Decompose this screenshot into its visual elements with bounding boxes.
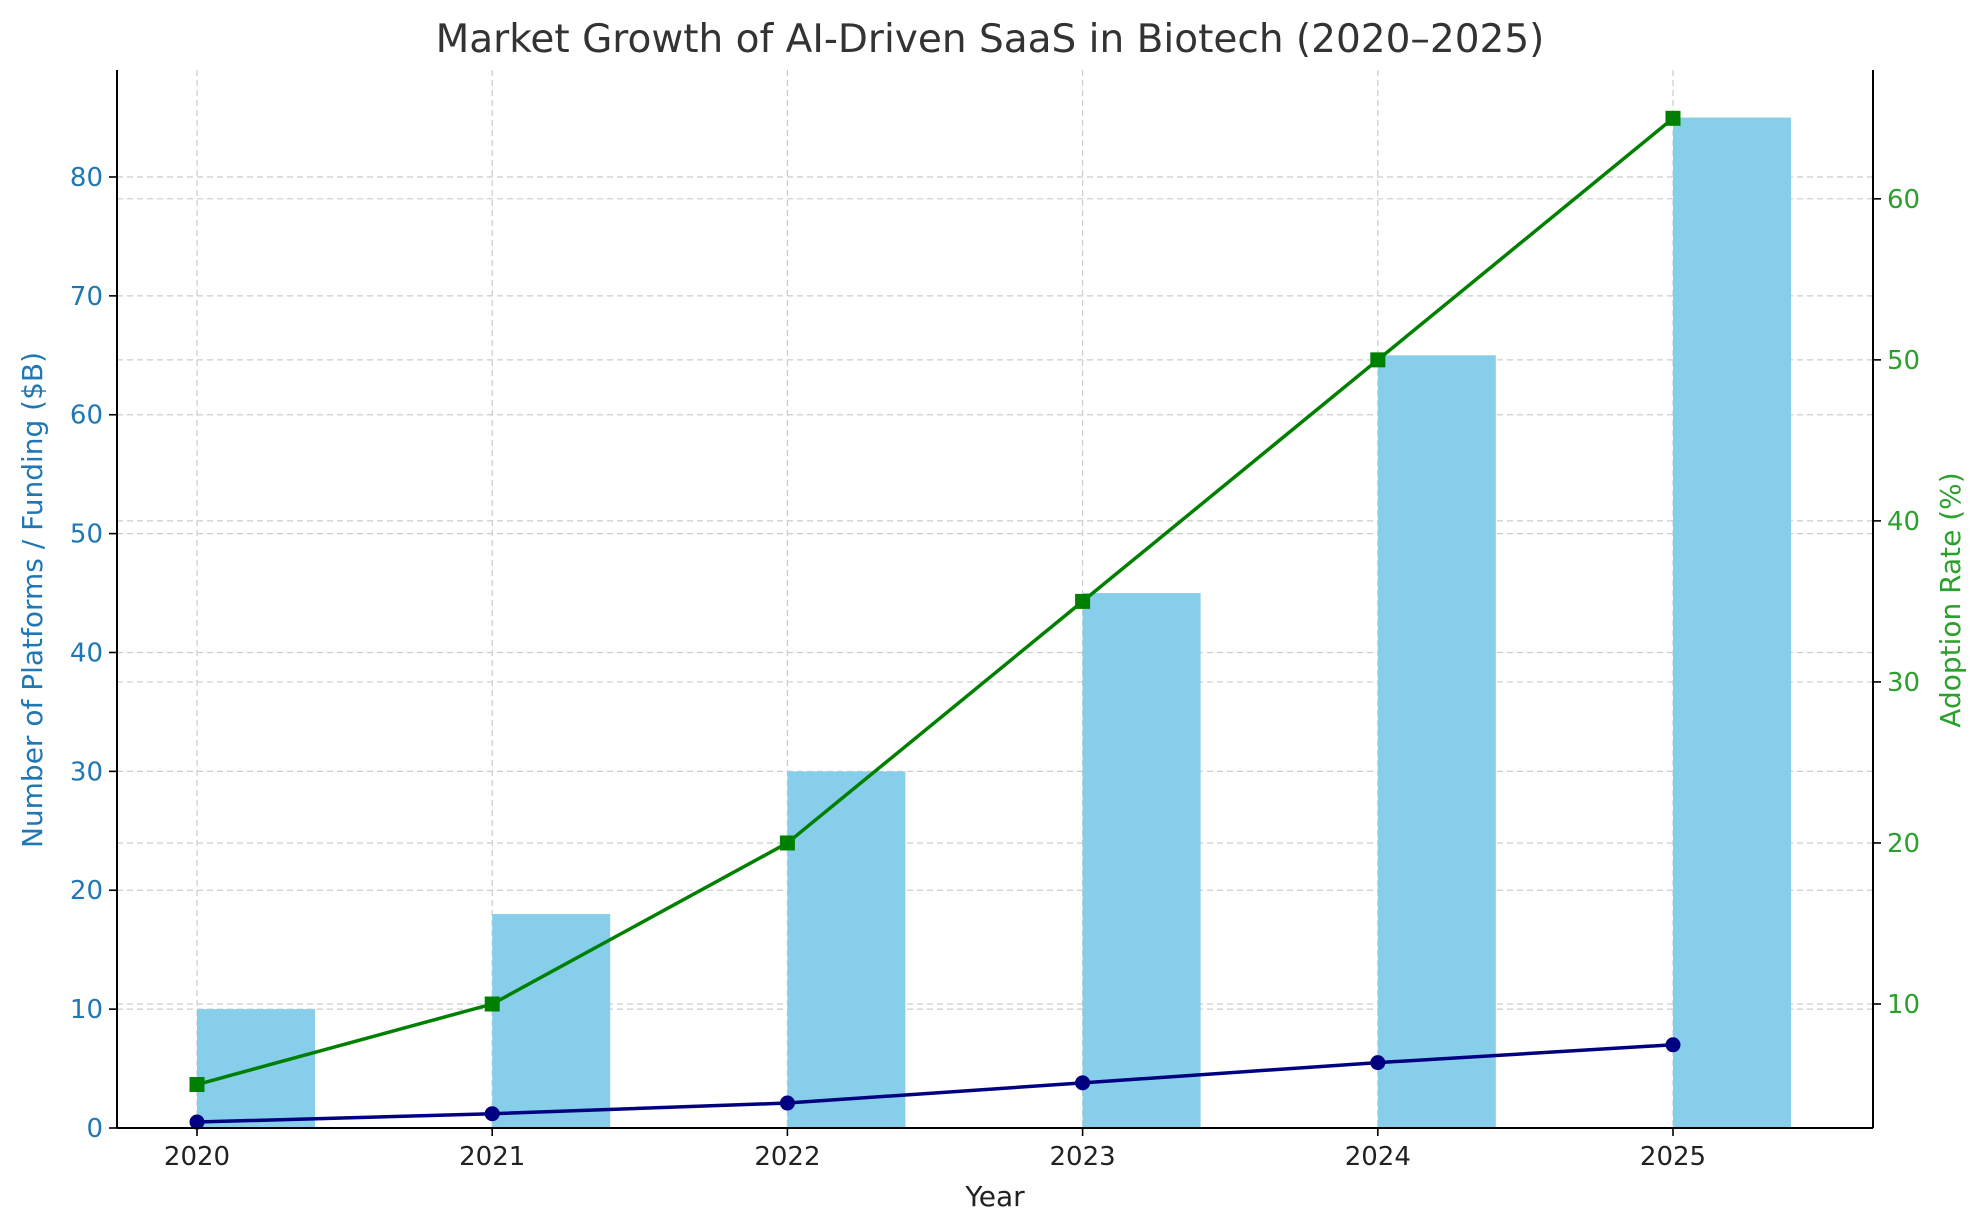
bar-layer bbox=[197, 117, 1791, 1129]
y-axis-label-left: Number of Platforms / Funding ($B) bbox=[16, 352, 49, 848]
series-line-adoption bbox=[196, 116, 1675, 1087]
marker-circle-2020 bbox=[189, 1114, 205, 1130]
marker-square-2020 bbox=[189, 1077, 205, 1093]
tick-label-right: 10 bbox=[1887, 990, 1920, 1020]
tick-label-right: 20 bbox=[1887, 829, 1920, 859]
tick-label-left: 0 bbox=[86, 1114, 103, 1144]
bar-2021 bbox=[492, 914, 611, 1128]
marker-square-2022 bbox=[779, 835, 795, 851]
bar-2022 bbox=[787, 771, 906, 1128]
marker-circle-2025 bbox=[1665, 1037, 1681, 1053]
line-layer bbox=[189, 110, 1681, 1130]
tick-label-x: 2023 bbox=[1050, 1142, 1116, 1172]
bar-2024 bbox=[1377, 355, 1496, 1129]
chart-title: Market Growth of AI-Driven SaaS in Biote… bbox=[436, 17, 1545, 62]
marker-square-2024 bbox=[1370, 352, 1386, 368]
tick-label-x: 2022 bbox=[754, 1142, 820, 1172]
marker-square-2025 bbox=[1665, 110, 1681, 126]
marker-square-2021 bbox=[484, 996, 500, 1012]
bar-2023 bbox=[1082, 593, 1201, 1128]
series-line-left-0 bbox=[196, 1043, 1674, 1124]
tick-label-right: 50 bbox=[1887, 346, 1920, 376]
tick-label-left: 40 bbox=[70, 638, 103, 668]
marker-square-2023 bbox=[1075, 593, 1091, 609]
tick-label-left: 20 bbox=[70, 876, 103, 906]
tick-label-left: 10 bbox=[70, 995, 103, 1025]
marker-circle-2023 bbox=[1075, 1075, 1091, 1091]
tick-label-left: 80 bbox=[70, 163, 103, 193]
tick-label-x: 2020 bbox=[164, 1142, 230, 1172]
tick-label-right: 60 bbox=[1887, 185, 1920, 215]
y-axis-label-right: Adoption Rate (%) bbox=[1934, 472, 1967, 727]
tick-label-left: 70 bbox=[70, 282, 103, 312]
marker-circle-2021 bbox=[484, 1106, 500, 1122]
axis-layer: 0 10 20 30 40 50 60 70 80 10 20 30 40 50 60 2020 2021 202… bbox=[70, 70, 1920, 1172]
tick-label-right: 30 bbox=[1887, 668, 1920, 698]
grid-layer bbox=[117, 70, 1873, 1129]
marker-circle-2022 bbox=[779, 1095, 795, 1111]
tick-label-left: 50 bbox=[70, 520, 103, 550]
tick-label-x: 2024 bbox=[1345, 1142, 1411, 1172]
tick-label-x: 2025 bbox=[1640, 1142, 1706, 1172]
tick-label-left: 60 bbox=[70, 401, 103, 431]
tick-label-left: 30 bbox=[70, 757, 103, 787]
tick-label-x: 2021 bbox=[459, 1142, 525, 1172]
bar-2025 bbox=[1673, 117, 1791, 1129]
x-axis-label: Year bbox=[964, 1180, 1025, 1213]
tick-label-right: 40 bbox=[1887, 507, 1920, 537]
marker-circle-2024 bbox=[1370, 1055, 1386, 1071]
